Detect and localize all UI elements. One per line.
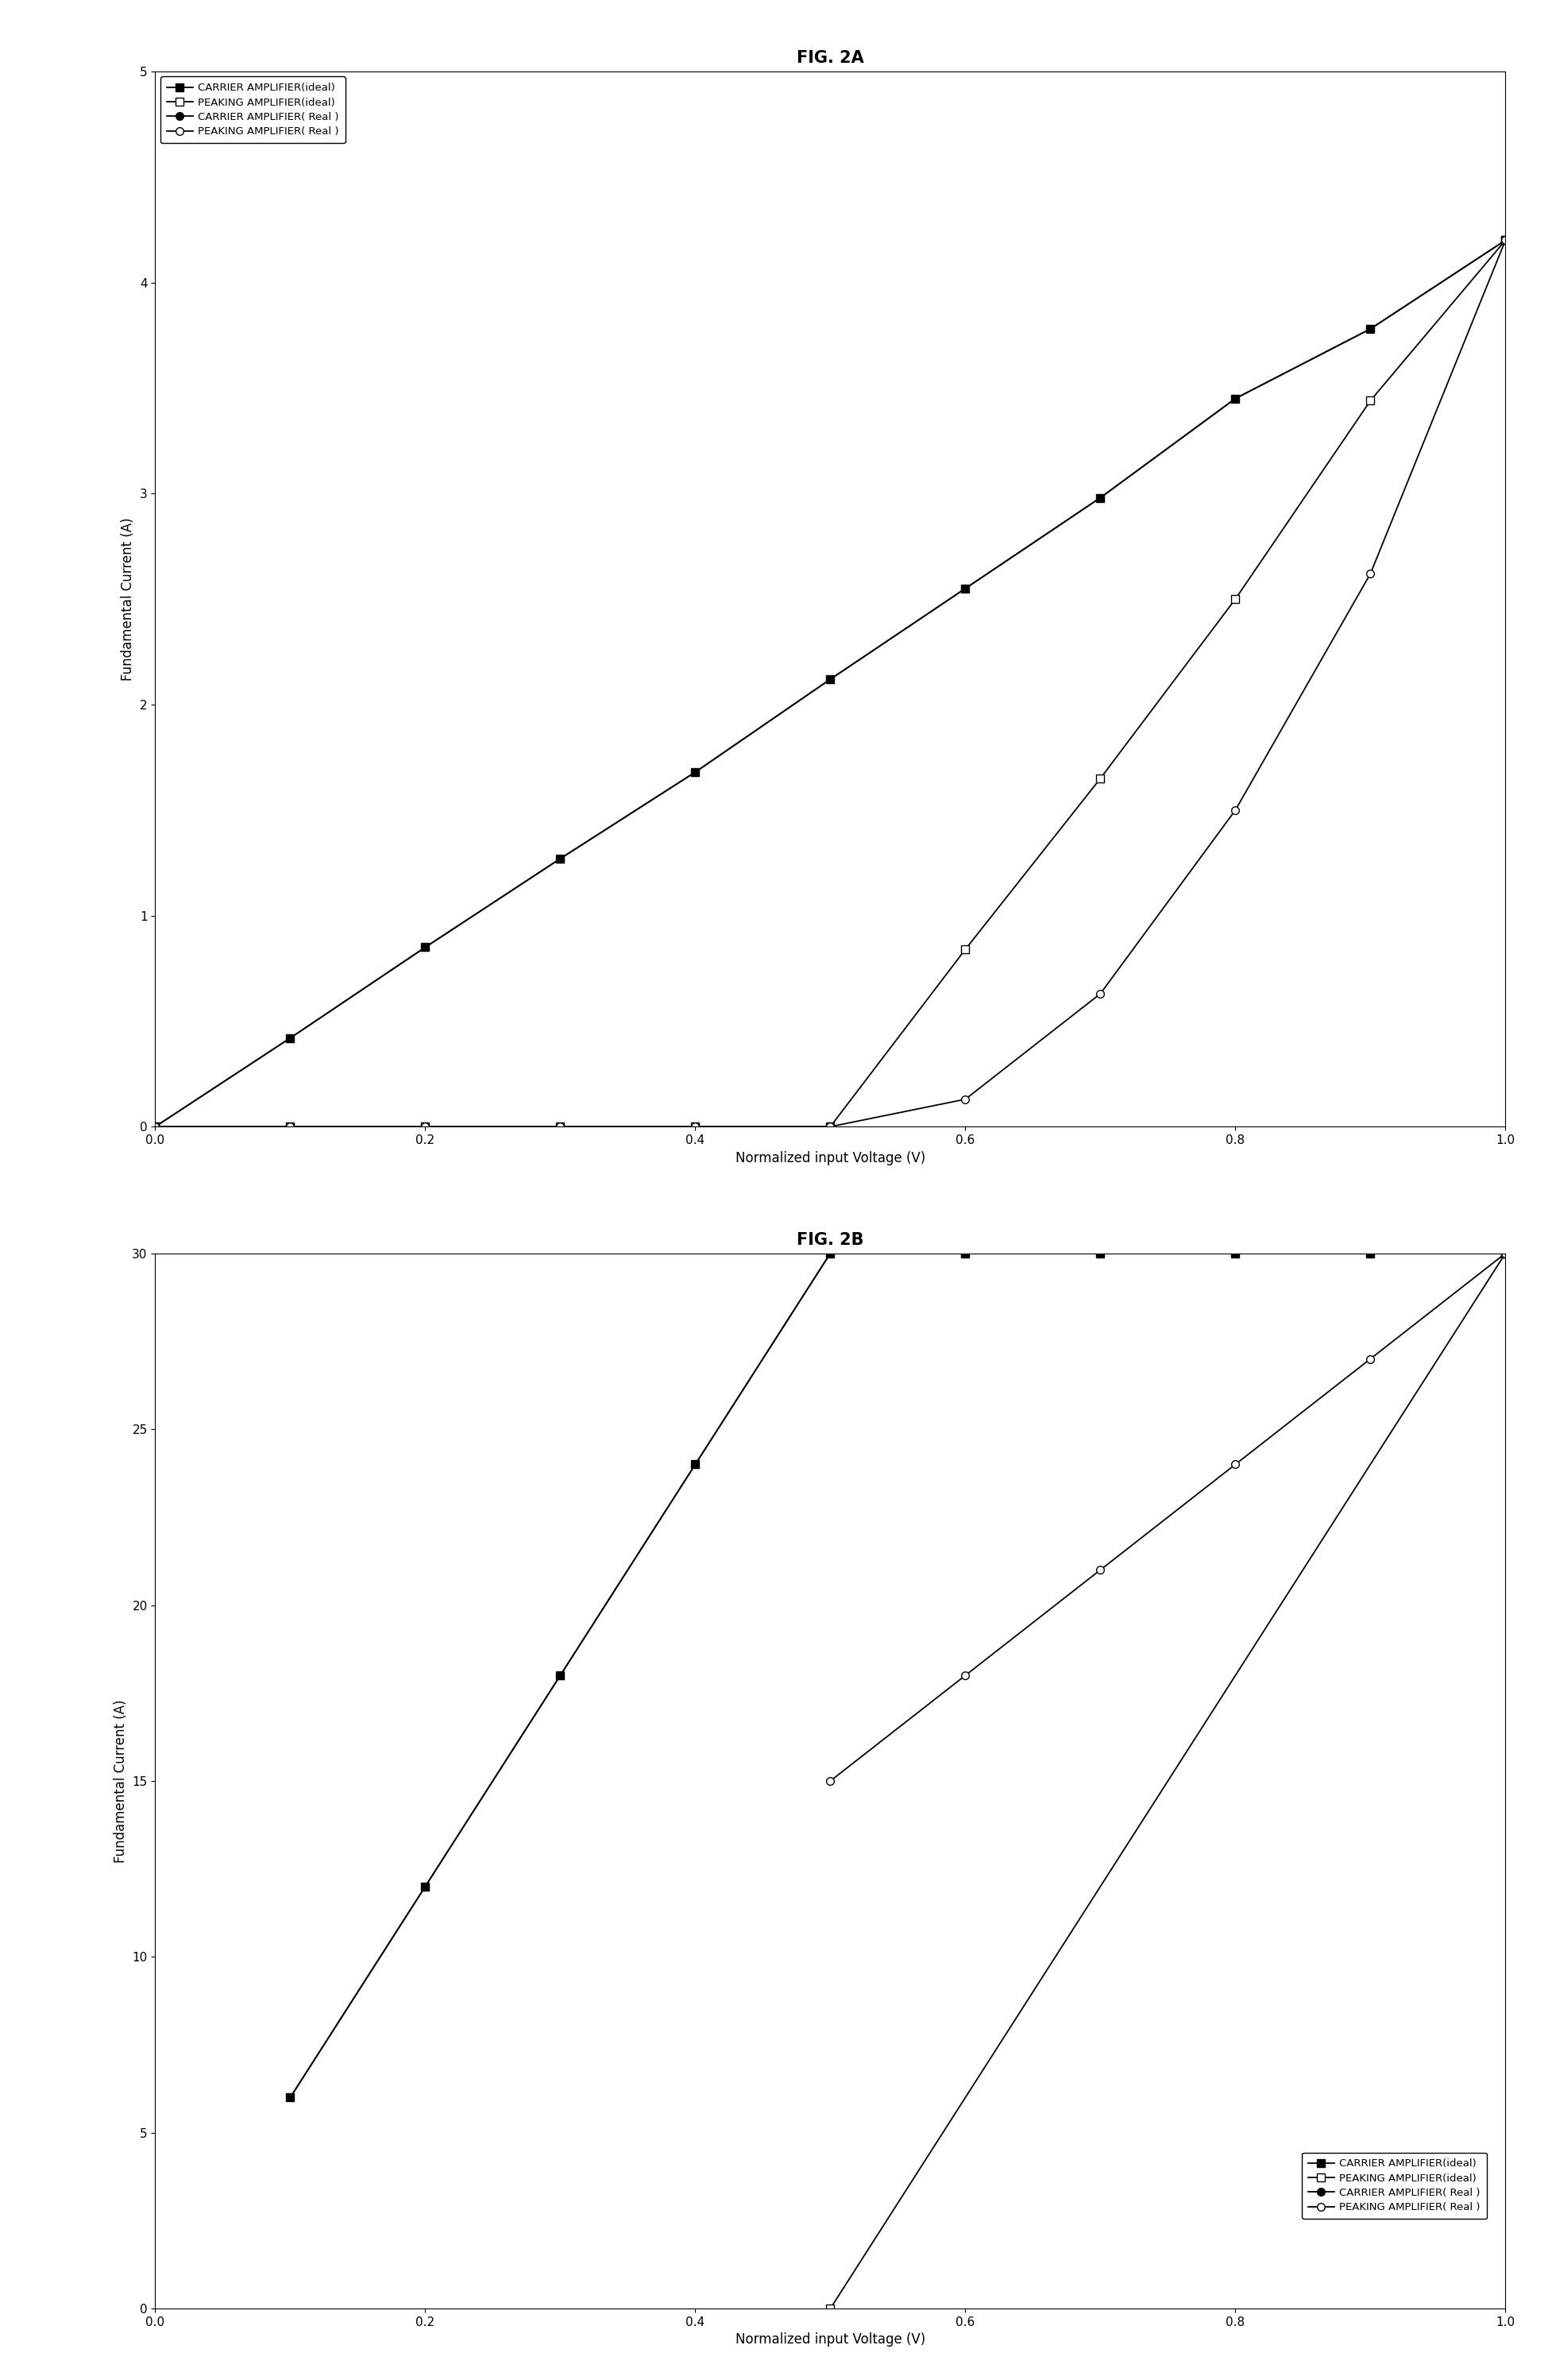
PEAKING AMPLIFIER( Real ) <box>956 1661 975 1690</box>
Legend: CARRIER AMPLIFIER(ideal), PEAKING AMPLIFIER(ideal), CARRIER AMPLIFIER( Real ), P: CARRIER AMPLIFIER(ideal), PEAKING AMPLIF… <box>160 76 346 143</box>
CARRIER AMPLIFIER(ideal) <box>956 1240 975 1269</box>
PEAKING AMPLIFIER( Real ) <box>821 1111 840 1140</box>
PEAKING AMPLIFIER( Real ) <box>1496 1240 1515 1269</box>
PEAKING AMPLIFIER(ideal) <box>416 1111 435 1140</box>
Line: CARRIER AMPLIFIER(ideal): CARRIER AMPLIFIER(ideal) <box>287 1250 1509 2102</box>
CARRIER AMPLIFIER(ideal) <box>281 2082 300 2111</box>
CARRIER AMPLIFIER( Real ) <box>146 1111 165 1140</box>
CARRIER AMPLIFIER(ideal) <box>686 1449 705 1478</box>
CARRIER AMPLIFIER( Real ) <box>821 664 840 693</box>
PEAKING AMPLIFIER( Real ) <box>956 1085 975 1114</box>
CARRIER AMPLIFIER(ideal) <box>1226 383 1245 412</box>
PEAKING AMPLIFIER(ideal) <box>1226 585 1245 614</box>
Line: PEAKING AMPLIFIER( Real ): PEAKING AMPLIFIER( Real ) <box>152 236 1509 1130</box>
CARRIER AMPLIFIER(ideal) <box>821 1240 840 1269</box>
CARRIER AMPLIFIER( Real ) <box>1091 483 1110 512</box>
CARRIER AMPLIFIER( Real ) <box>1226 383 1245 412</box>
CARRIER AMPLIFIER( Real ) <box>1091 1240 1110 1269</box>
CARRIER AMPLIFIER(ideal) <box>1496 1240 1515 1269</box>
PEAKING AMPLIFIER( Real ) <box>1226 1449 1245 1478</box>
PEAKING AMPLIFIER(ideal) <box>146 1111 165 1140</box>
Line: PEAKING AMPLIFIER(ideal): PEAKING AMPLIFIER(ideal) <box>152 236 1509 1130</box>
PEAKING AMPLIFIER(ideal) <box>551 1111 570 1140</box>
CARRIER AMPLIFIER( Real ) <box>416 933 435 962</box>
PEAKING AMPLIFIER( Real ) <box>551 1111 570 1140</box>
Legend: CARRIER AMPLIFIER(ideal), PEAKING AMPLIFIER(ideal), CARRIER AMPLIFIER( Real ), P: CARRIER AMPLIFIER(ideal), PEAKING AMPLIF… <box>1302 2152 1487 2218</box>
CARRIER AMPLIFIER(ideal) <box>551 845 570 873</box>
Line: CARRIER AMPLIFIER( Real ): CARRIER AMPLIFIER( Real ) <box>287 1250 1509 2102</box>
PEAKING AMPLIFIER(ideal) <box>1361 386 1380 414</box>
PEAKING AMPLIFIER(ideal) <box>956 935 975 964</box>
CARRIER AMPLIFIER(ideal) <box>146 1111 165 1140</box>
CARRIER AMPLIFIER(ideal) <box>1091 1240 1110 1269</box>
CARRIER AMPLIFIER(ideal) <box>1361 1240 1380 1269</box>
CARRIER AMPLIFIER( Real ) <box>1226 1240 1245 1269</box>
PEAKING AMPLIFIER(ideal) <box>821 1111 840 1140</box>
CARRIER AMPLIFIER( Real ) <box>956 1240 975 1269</box>
CARRIER AMPLIFIER(ideal) <box>281 1023 300 1052</box>
CARRIER AMPLIFIER(ideal) <box>821 664 840 693</box>
PEAKING AMPLIFIER( Real ) <box>1361 1345 1380 1373</box>
PEAKING AMPLIFIER(ideal) <box>281 1111 300 1140</box>
PEAKING AMPLIFIER( Real ) <box>1496 226 1515 255</box>
Line: CARRIER AMPLIFIER(ideal): CARRIER AMPLIFIER(ideal) <box>152 236 1509 1130</box>
Line: CARRIER AMPLIFIER( Real ): CARRIER AMPLIFIER( Real ) <box>152 236 1509 1130</box>
CARRIER AMPLIFIER(ideal) <box>956 574 975 602</box>
CARRIER AMPLIFIER( Real ) <box>1361 314 1380 343</box>
Line: PEAKING AMPLIFIER( Real ): PEAKING AMPLIFIER( Real ) <box>827 1250 1509 1785</box>
Title: FIG. 2B: FIG. 2B <box>796 1233 864 1247</box>
CARRIER AMPLIFIER(ideal) <box>416 933 435 962</box>
PEAKING AMPLIFIER( Real ) <box>821 1766 840 1795</box>
CARRIER AMPLIFIER(ideal) <box>1361 314 1380 343</box>
CARRIER AMPLIFIER( Real ) <box>956 574 975 602</box>
Title: FIG. 2A: FIG. 2A <box>796 50 864 67</box>
CARRIER AMPLIFIER( Real ) <box>551 1661 570 1690</box>
CARRIER AMPLIFIER( Real ) <box>281 2082 300 2111</box>
CARRIER AMPLIFIER( Real ) <box>1361 1240 1380 1269</box>
CARRIER AMPLIFIER(ideal) <box>1496 226 1515 255</box>
CARRIER AMPLIFIER(ideal) <box>686 757 705 785</box>
X-axis label: Normalized input Voltage (V): Normalized input Voltage (V) <box>736 2332 925 2347</box>
PEAKING AMPLIFIER( Real ) <box>1091 1557 1110 1585</box>
CARRIER AMPLIFIER( Real ) <box>281 1023 300 1052</box>
CARRIER AMPLIFIER( Real ) <box>416 1873 435 1902</box>
PEAKING AMPLIFIER( Real ) <box>146 1111 165 1140</box>
PEAKING AMPLIFIER( Real ) <box>1091 981 1110 1009</box>
PEAKING AMPLIFIER( Real ) <box>281 1111 300 1140</box>
CARRIER AMPLIFIER( Real ) <box>1496 226 1515 255</box>
PEAKING AMPLIFIER( Real ) <box>416 1111 435 1140</box>
X-axis label: Normalized input Voltage (V): Normalized input Voltage (V) <box>736 1152 925 1166</box>
CARRIER AMPLIFIER( Real ) <box>686 1449 705 1478</box>
CARRIER AMPLIFIER(ideal) <box>551 1661 570 1690</box>
PEAKING AMPLIFIER( Real ) <box>1361 559 1380 588</box>
PEAKING AMPLIFIER(ideal) <box>686 1111 705 1140</box>
Y-axis label: Fundamental Current (A): Fundamental Current (A) <box>121 516 135 681</box>
Y-axis label: Fundamental Current (A): Fundamental Current (A) <box>113 1699 127 1864</box>
CARRIER AMPLIFIER(ideal) <box>1226 1240 1245 1269</box>
CARRIER AMPLIFIER( Real ) <box>821 1240 840 1269</box>
CARRIER AMPLIFIER(ideal) <box>1091 483 1110 512</box>
PEAKING AMPLIFIER(ideal) <box>1091 764 1110 793</box>
CARRIER AMPLIFIER(ideal) <box>416 1873 435 1902</box>
PEAKING AMPLIFIER( Real ) <box>686 1111 705 1140</box>
PEAKING AMPLIFIER(ideal) <box>1496 226 1515 255</box>
CARRIER AMPLIFIER( Real ) <box>686 757 705 785</box>
CARRIER AMPLIFIER( Real ) <box>551 845 570 873</box>
PEAKING AMPLIFIER( Real ) <box>1226 795 1245 823</box>
CARRIER AMPLIFIER( Real ) <box>1496 1240 1515 1269</box>
